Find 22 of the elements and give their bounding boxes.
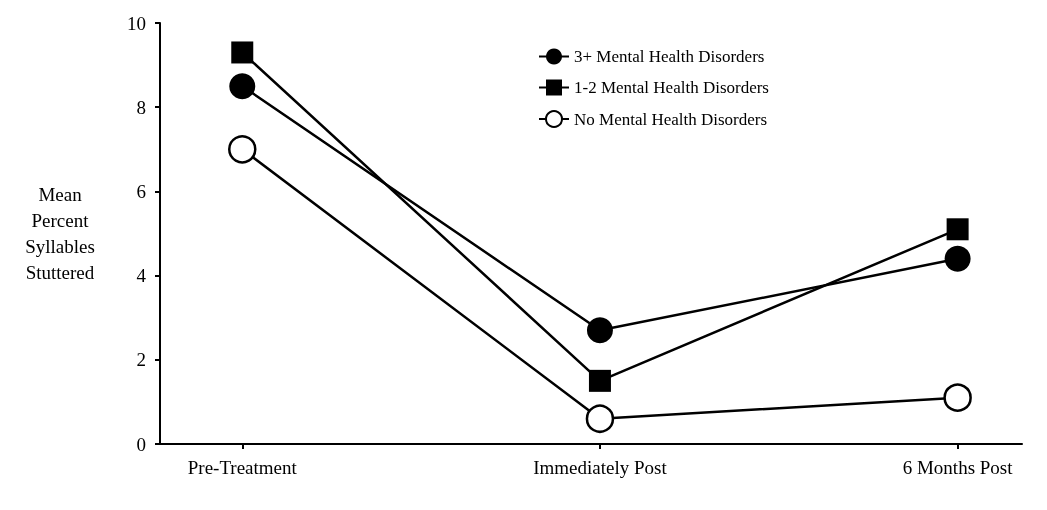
point: [231, 41, 254, 64]
point: [944, 245, 971, 272]
point: [228, 135, 257, 164]
point: [586, 317, 613, 344]
y-tick-label: 10: [127, 12, 146, 34]
point: [943, 383, 972, 412]
point: [946, 218, 969, 241]
legend-label: No Mental Health Disorders: [574, 109, 768, 129]
y-tick-label: 6: [136, 180, 146, 202]
point: [229, 73, 256, 100]
y-tick-label: 4: [136, 265, 147, 287]
legend-label: 1-2 Mental Health Disorders: [574, 78, 769, 97]
point: [585, 404, 615, 433]
y-tick-label: 0: [136, 433, 146, 455]
y-tick-label: 2: [136, 349, 146, 371]
legend-label: 3+ Mental Health Disorders: [574, 47, 765, 66]
x-tick-label: 6 Months Post: [902, 457, 1014, 478]
y-axis-title: Mean Percent Syllables Stuttered: [25, 184, 95, 283]
x-tick-label: Pre-Treatment: [187, 457, 298, 478]
x-tick-label: Immediately Post: [533, 457, 668, 478]
point: [588, 369, 611, 392]
y-tick-label: 8: [136, 96, 146, 118]
